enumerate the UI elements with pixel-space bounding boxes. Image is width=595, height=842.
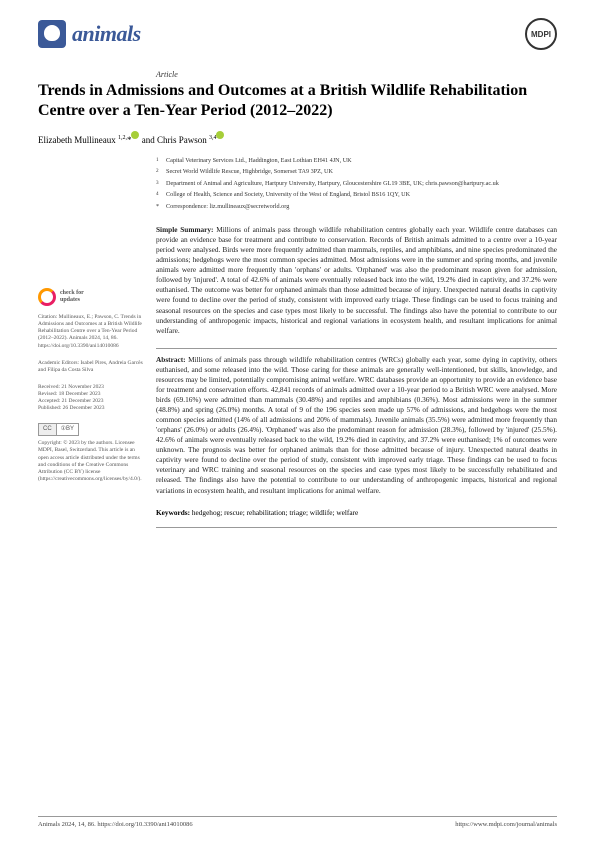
date-published: Published: 26 December 2023 bbox=[38, 405, 144, 412]
article-type: Article bbox=[156, 70, 557, 79]
affiliation-1: Capital Veterinary Services Ltd., Haddin… bbox=[166, 157, 352, 167]
publisher-logo-icon: MDPI bbox=[525, 18, 557, 50]
affiliation-4: College of Health, Science and Society, … bbox=[166, 191, 410, 201]
copyright-text: Copyright: © 2023 by the authors. Licens… bbox=[38, 440, 144, 483]
journal-brand: animals bbox=[38, 20, 141, 48]
orcid-icon bbox=[216, 131, 224, 139]
abstract: Abstract: Millions of animals pass throu… bbox=[156, 355, 557, 496]
main-content: Article Trends in Admissions and Outcome… bbox=[156, 70, 557, 534]
check-updates-icon bbox=[38, 288, 56, 306]
check-updates-link[interactable]: check forupdates bbox=[38, 288, 144, 306]
authors: Elizabeth Mullineaux 1,2,* and Chris Paw… bbox=[38, 131, 557, 145]
dates-block: Received: 21 November 2023 Revised: 18 D… bbox=[38, 384, 144, 413]
orcid-icon bbox=[131, 131, 139, 139]
check-updates-label: check forupdates bbox=[60, 290, 84, 303]
affiliations: 1Capital Veterinary Services Ltd., Haddi… bbox=[156, 157, 557, 211]
header: animals MDPI bbox=[0, 0, 595, 60]
affiliation-2: Secret World Wildlife Rescue, Highbridge… bbox=[166, 168, 333, 178]
footer-left: Animals 2024, 14, 86. https://doi.org/10… bbox=[38, 821, 193, 828]
footer: Animals 2024, 14, 86. https://doi.org/10… bbox=[38, 816, 557, 828]
keywords: Keywords: hedgehog; rescue; rehabilitati… bbox=[156, 508, 557, 517]
date-received: Received: 21 November 2023 bbox=[38, 384, 144, 391]
simple-summary: Simple Summary: Simple Summary: Millions… bbox=[156, 225, 557, 336]
footer-right[interactable]: https://www.mdpi.com/journal/animals bbox=[455, 821, 557, 828]
editors-block: Academic Editors: Isabel Pires, Andreia … bbox=[38, 360, 144, 374]
divider bbox=[156, 527, 557, 528]
correspondence: Correspondence: liz.mullineaux@secretwor… bbox=[166, 203, 289, 211]
journal-logo-icon bbox=[38, 20, 66, 48]
affiliation-3: Department of Animal and Agriculture, Ha… bbox=[166, 180, 499, 190]
cc-by-badge-icon: CC①BY bbox=[38, 423, 79, 437]
divider bbox=[156, 348, 557, 349]
journal-name: animals bbox=[72, 21, 141, 47]
date-revised: Revised: 18 December 2023 bbox=[38, 391, 144, 398]
citation-block: Citation: Mullineaux, E.; Pawson, C. Tre… bbox=[38, 314, 144, 350]
license-block: CC①BY Copyright: © 2023 by the authors. … bbox=[38, 423, 144, 484]
article-title: Trends in Admissions and Outcomes at a B… bbox=[38, 81, 557, 121]
date-accepted: Accepted: 21 December 2023 bbox=[38, 398, 144, 405]
